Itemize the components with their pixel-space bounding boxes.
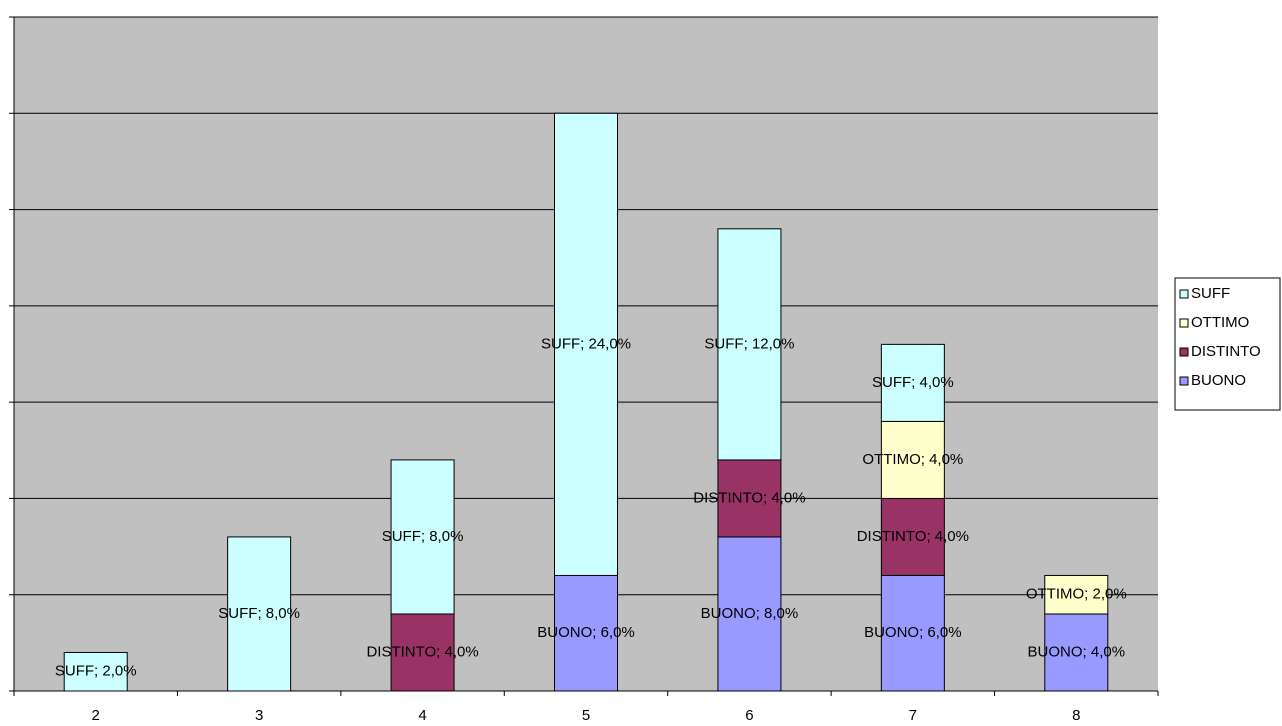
legend-swatch [1179,376,1189,386]
bar-segment [390,613,455,692]
data-label: OTTIMO; 4,0% [862,451,963,468]
data-label: SUFF; 8,0% [218,605,300,622]
bar-segment [880,343,945,422]
bar-segment [717,228,782,461]
data-label: OTTIMO; 2,0% [1026,586,1127,603]
x-tick-label: 8 [1072,707,1080,724]
legend-label: BUONO [1191,372,1246,389]
bar-segment [880,574,945,692]
data-label: DISTINTO; 4,0% [857,528,969,545]
bar-segment [554,112,618,576]
data-label: SUFF; 2,0% [55,663,137,680]
bar-segment [717,536,782,692]
data-label: DISTINTO; 4,0% [693,489,805,506]
bar-segment [554,574,618,692]
data-label: SUFF; 8,0% [382,528,464,545]
data-label: BUONO; 6,0% [864,624,962,641]
x-tick-label: 3 [255,707,263,724]
legend-swatch [1179,318,1189,328]
bar-segment [1044,574,1109,615]
legend-swatch [1179,289,1189,299]
x-tick-label: 2 [92,707,100,724]
x-tick-label: 7 [909,707,917,724]
bar-segment [63,651,128,692]
x-tick-label: 4 [418,707,426,724]
bar-segment [390,459,455,615]
bar-segment [880,497,945,576]
legend-label: DISTINTO [1191,343,1261,360]
legend-label: SUFF [1191,285,1230,302]
legend-label: OTTIMO [1191,314,1249,331]
data-label: SUFF; 24,0% [541,335,631,352]
bar-segment [1044,613,1109,692]
data-label: SUFF; 12,0% [704,335,794,352]
x-tick-label: 5 [582,707,590,724]
data-label: BUONO; 6,0% [537,624,635,641]
bar-segment [880,420,945,499]
data-label: BUONO; 4,0% [1028,643,1126,660]
bar-segment [227,536,292,692]
data-label: DISTINTO; 4,0% [366,643,478,660]
legend-swatch [1179,347,1189,357]
bar-segment [717,459,782,538]
data-label: BUONO; 8,0% [701,605,799,622]
data-label: SUFF; 4,0% [872,374,954,391]
x-tick-label: 6 [745,707,753,724]
legend-box [1174,277,1281,411]
